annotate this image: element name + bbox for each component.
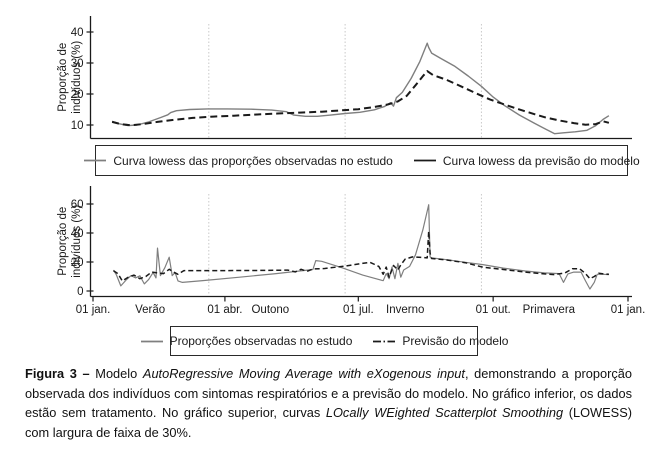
y-axis-title-line: Proporção de [57,43,69,112]
figure-caption: Figura 3 – Modelo AutoRegressive Moving … [25,364,632,442]
x-tick-label: 01 abr. [207,304,242,316]
x-tick-label: 01 out. [476,304,511,316]
legend-label: Curva lowess da previsão do modelo [442,153,640,168]
season-label: Verão [135,304,165,316]
y-tick-label: 10 [71,120,84,132]
y-axis-title-line: indivíduos (%) [71,41,83,114]
caption-text-segment: , demonstrando a proporção observada dos… [25,366,632,420]
legend-label: Proporções observadas no estudo [169,334,353,348]
y-tick-label: 40 [71,228,84,240]
x-tick-label: 01 jan. [611,304,646,316]
legend-item: Previsão do modelo [372,334,508,348]
y-tick-label: 40 [71,27,84,39]
season-label: Primavera [523,304,576,316]
season-label: Outono [251,304,289,316]
legend-item: Curva lowess das proporções observadas n… [83,154,393,168]
x-tick-label: 01 jul. [343,304,374,316]
legend-line-symbol [413,159,436,162]
legend-line-symbol [373,340,396,342]
y-tick-label: 0 [77,286,83,298]
legend-label: Previsão do modelo [402,334,509,348]
legend-item: Proporções observadas no estudo [140,334,353,348]
legend-line-symbol [140,340,163,342]
caption-text-segment: (LOWESS) com largura de faixa de 30%. [25,405,632,440]
legend-item: Curva lowess da previsão do modelo [413,154,640,168]
caption-figure-label: Figura 3 – [25,366,96,381]
legend-line-symbol [84,159,107,162]
series-line-dashed [111,70,610,127]
y-axis-title-line: indivíduos (%) [71,205,83,278]
x-tick-label: 01 jan. [76,304,111,316]
caption-text-segment: Modelo [95,366,143,381]
y-axis-title-line: Proporção de [57,207,69,276]
legend-label: Curva lowess das proporções observadas n… [113,153,393,168]
y-tick-label: 20 [71,257,84,269]
y-tick-label: 30 [71,58,84,70]
legend-lower-chart: Proporções observadas no estudo Previsão … [140,326,508,356]
caption-text-segment: AutoRegressive Moving Average with eXoge… [142,366,465,381]
legend-upper-chart: Curva lowess das proporções observadas n… [84,145,640,176]
series-line-solid [112,204,609,290]
y-tick-label: 60 [71,199,84,211]
caption-text-segment: LOcally WEighted Scatterplot Smoothing [325,405,564,420]
series-line-dashed [113,230,609,282]
season-label: Inverno [386,304,424,316]
series-line-solid [111,42,610,135]
y-tick-label: 20 [71,89,84,101]
